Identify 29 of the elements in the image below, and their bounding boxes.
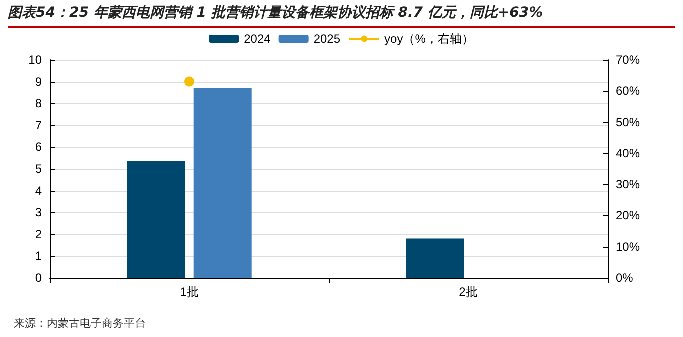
- y-tick-label: 3: [35, 206, 42, 220]
- y-tick-label: 0: [35, 271, 42, 285]
- chart-title: 图表54：25 年蒙西电网营销 1 批营销计量设备框架协议招标 8.7 亿元，同比+63%: [8, 4, 544, 22]
- legend-label: 2024: [244, 32, 272, 46]
- x-tick-label: 2批: [459, 285, 478, 299]
- y-tick-label: 7: [35, 118, 42, 132]
- y-tick-label: 6: [35, 140, 42, 154]
- bar: [406, 238, 464, 278]
- y2-tick-label: 40%: [616, 146, 640, 160]
- y2-tick-label: 20%: [616, 208, 640, 223]
- x-tick-label: 1批: [180, 285, 199, 299]
- y-tick-label: 4: [35, 184, 42, 198]
- y2-tick-label: 70%: [616, 53, 640, 67]
- y2-tick-label: 60%: [616, 84, 640, 98]
- bar: [127, 161, 186, 278]
- legend-label: 2025: [314, 32, 341, 46]
- y-tick-label: 9: [35, 74, 42, 89]
- y2-tick-label: 30%: [616, 178, 640, 192]
- y-tick-label: 1: [35, 249, 42, 264]
- bar: [194, 88, 252, 278]
- y2-tick-label: 50%: [616, 115, 640, 130]
- y-tick-label: 5: [35, 162, 42, 176]
- y2-tick-label: 10%: [616, 240, 640, 254]
- y-tick-label: 2: [35, 227, 42, 242]
- y2-tick-label: 0%: [616, 271, 634, 285]
- y-tick-label: 10: [28, 53, 42, 67]
- source-note: 来源：内蒙古电子商务平台: [14, 316, 146, 331]
- y-tick-label: 8: [35, 96, 42, 111]
- legend-label: yoy（%，右轴）: [384, 32, 474, 46]
